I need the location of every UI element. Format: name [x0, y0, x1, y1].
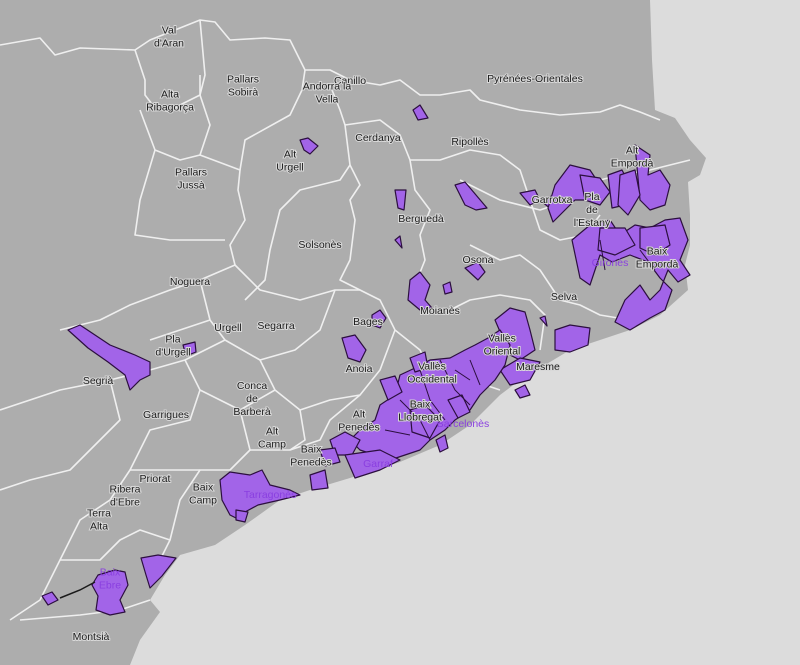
- municipality-shape[interactable]: [639, 224, 671, 256]
- municipality-shape[interactable]: [349, 329, 511, 461]
- municipality-boundary: [454, 369, 471, 381]
- municipality-shape[interactable]: [309, 469, 329, 491]
- comarca-label: Baix Ebre: [99, 567, 121, 592]
- comarca-label: Pla de l'Estany: [574, 191, 611, 229]
- comarca-label: Selva: [551, 291, 577, 303]
- comarca-label: Tarragonès: [244, 489, 297, 501]
- municipality-shape[interactable]: [219, 469, 301, 521]
- comarca-label: Vallès Occidental: [407, 361, 457, 386]
- comarca-label: Montsià: [73, 631, 110, 643]
- comarca-label: Pla d'Urgell: [155, 334, 190, 359]
- municipality-shape[interactable]: [140, 554, 177, 589]
- comarca-label: Baix Empordà: [636, 246, 679, 271]
- municipality-shape[interactable]: [412, 104, 429, 121]
- comarca-label: Vallès Oriental: [484, 333, 521, 358]
- municipality-shape[interactable]: [379, 375, 403, 401]
- comarca-label: Baix Llobregat: [398, 399, 442, 424]
- comarca-label: Osona: [463, 254, 494, 266]
- comarca-label: Alt Empordà: [611, 145, 654, 170]
- municipality-boundary: [384, 429, 411, 436]
- comarca-label: Alt Penedès: [338, 409, 379, 434]
- comarca-label: Noguera: [170, 276, 210, 288]
- municipality-shape[interactable]: [442, 281, 453, 295]
- municipality-shape[interactable]: [554, 324, 591, 353]
- comarca-label: Urgell: [214, 322, 241, 334]
- municipality-shape[interactable]: [499, 357, 541, 386]
- highlighted-municipalities: [41, 104, 691, 616]
- municipality-boundary: [469, 359, 481, 386]
- municipality-shape[interactable]: [299, 137, 319, 155]
- comarca-labels: Val d'Aran Pallars Sobirà Alta Ribagorça Canil…: [72, 24, 680, 645]
- municipality-shape[interactable]: [634, 144, 671, 211]
- comarca-label: Berguedà: [398, 213, 444, 225]
- municipality-shape[interactable]: [464, 261, 486, 281]
- municipality-shape[interactable]: [514, 384, 531, 399]
- municipality-shape[interactable]: [319, 447, 341, 467]
- municipality-boundary: [419, 369, 446, 421]
- comarca-label: Conca de Barberà: [233, 380, 271, 418]
- comarca-label: Maresme: [516, 361, 560, 373]
- comarca-label: Val d'Aran: [154, 25, 184, 50]
- municipality-shape[interactable]: [494, 307, 536, 361]
- comarca-label: Baix Camp: [189, 482, 217, 507]
- municipality-shape[interactable]: [617, 169, 641, 216]
- municipality-shape[interactable]: [344, 449, 401, 479]
- municipality-shape[interactable]: [435, 434, 449, 453]
- municipality-shape[interactable]: [41, 591, 59, 606]
- municipality-shape[interactable]: [394, 189, 407, 211]
- comarca-label: Barcelonès: [437, 418, 490, 430]
- comarca-label: Moianès: [420, 305, 460, 317]
- comarca-label: Pallars Jussà: [175, 167, 207, 192]
- municipality-shape[interactable]: [341, 334, 367, 363]
- comarca-label: Ripollès: [451, 136, 488, 148]
- comarca-label: Bages: [353, 316, 383, 328]
- comarca-label: Solsonès: [298, 239, 341, 251]
- municipality-shape[interactable]: [447, 394, 471, 419]
- municipality-boundary: [399, 399, 431, 441]
- comarca-label: Garrotxa: [532, 194, 573, 206]
- municipality-shape[interactable]: [454, 181, 488, 211]
- comarca-label: Cerdanya: [355, 132, 401, 144]
- municipality-boundary: [439, 359, 471, 406]
- comarca-label: Gironès: [592, 257, 629, 269]
- municipality-shape[interactable]: [91, 569, 129, 616]
- municipality-shape[interactable]: [394, 235, 403, 249]
- river-line: [59, 581, 96, 599]
- land-area: [0, 0, 706, 665]
- comarca-label: Baix Penedès: [290, 444, 331, 469]
- comarca-label: Pallars Sobirà: [227, 74, 259, 99]
- municipality-shape[interactable]: [579, 174, 611, 206]
- comarca-label: Alt Camp: [258, 426, 286, 451]
- comarca-label: Alta Ribagorça: [146, 89, 194, 114]
- municipality-shape[interactable]: [409, 351, 429, 373]
- comarca-label: Priorat: [140, 473, 171, 485]
- comarca-label: Pyrénées-Orientales: [487, 73, 583, 85]
- municipality-shape[interactable]: [235, 509, 249, 523]
- comarca-label: Andorra la Vella: [303, 81, 352, 106]
- comarca-label: Segrià: [83, 375, 114, 387]
- municipality-shape[interactable]: [407, 271, 433, 311]
- municipality-shape[interactable]: [371, 309, 387, 329]
- comarca-label: Anoia: [346, 363, 373, 375]
- comarca-label: Garrigues: [143, 409, 189, 421]
- municipality-boundary: [639, 249, 656, 271]
- comarca-label: Canillo: [334, 75, 366, 87]
- municipality-shape[interactable]: [67, 324, 151, 391]
- comarca-label: Terra Alta: [87, 508, 111, 533]
- municipality-shape[interactable]: [597, 227, 636, 256]
- municipality-shape[interactable]: [539, 315, 548, 327]
- municipality-shape[interactable]: [182, 341, 197, 357]
- municipality-boundary: [599, 239, 606, 271]
- comarca-label: Alt Urgell: [276, 149, 303, 174]
- comarca-label: Segarra: [257, 320, 295, 332]
- comarca-label: Ribera d'Ebre: [110, 484, 141, 509]
- municipality-shape[interactable]: [409, 404, 441, 439]
- comarca-label: Garraf: [363, 458, 393, 470]
